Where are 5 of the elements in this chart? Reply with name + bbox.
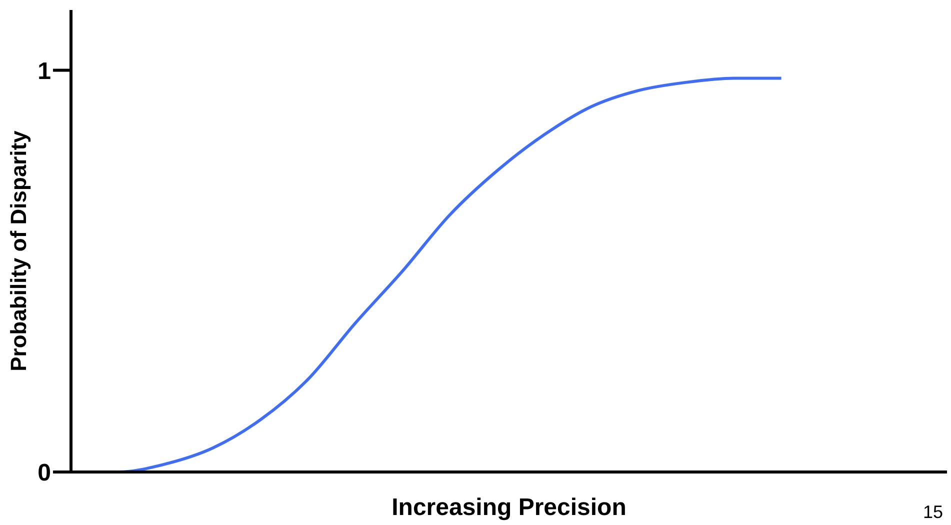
text: 15 bbox=[922, 502, 943, 523]
y-tick-label: 0 bbox=[38, 460, 51, 487]
y-tick-label: 1 bbox=[38, 58, 51, 85]
y-axis-title: Probability of Disparity bbox=[6, 130, 31, 372]
x-axis-title: Increasing Precision bbox=[392, 494, 626, 521]
